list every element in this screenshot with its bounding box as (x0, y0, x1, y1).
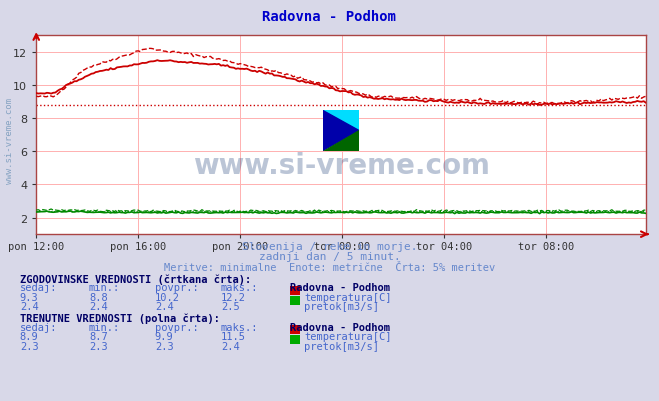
Text: 8.8: 8.8 (89, 292, 107, 302)
Text: 8.9: 8.9 (20, 331, 38, 341)
Polygon shape (323, 111, 359, 131)
Text: pretok[m3/s]: pretok[m3/s] (304, 341, 380, 351)
Text: Slovenija / reke in morje.: Slovenija / reke in morje. (242, 241, 417, 251)
Text: 10.2: 10.2 (155, 292, 180, 302)
Text: 9.9: 9.9 (155, 331, 173, 341)
Text: www.si-vreme.com: www.si-vreme.com (192, 151, 490, 179)
Text: zadnji dan / 5 minut.: zadnji dan / 5 minut. (258, 252, 401, 262)
Text: min.:: min.: (89, 322, 120, 332)
Text: 2.4: 2.4 (221, 341, 239, 351)
Polygon shape (323, 111, 359, 131)
Text: 8.7: 8.7 (89, 331, 107, 341)
Text: Radovna - Podhom: Radovna - Podhom (290, 283, 390, 293)
Text: Radovna - Podhom: Radovna - Podhom (290, 322, 390, 332)
Text: www.si-vreme.com: www.si-vreme.com (5, 97, 14, 183)
Text: Radovna - Podhom: Radovna - Podhom (262, 10, 397, 24)
Text: maks.:: maks.: (221, 322, 258, 332)
Text: 2.3: 2.3 (20, 341, 38, 351)
Text: pretok[m3/s]: pretok[m3/s] (304, 302, 380, 312)
Text: povpr.:: povpr.: (155, 322, 198, 332)
Polygon shape (323, 131, 359, 151)
Polygon shape (323, 111, 359, 151)
Text: povpr.:: povpr.: (155, 283, 198, 293)
Text: Meritve: minimalne  Enote: metrične  Črta: 5% meritev: Meritve: minimalne Enote: metrične Črta:… (164, 262, 495, 272)
Text: 2.3: 2.3 (155, 341, 173, 351)
Text: sedaj:: sedaj: (20, 322, 57, 332)
Text: temperatura[C]: temperatura[C] (304, 292, 392, 302)
Text: min.:: min.: (89, 283, 120, 293)
Text: 2.4: 2.4 (20, 302, 38, 312)
Text: 2.5: 2.5 (221, 302, 239, 312)
Text: ZGODOVINSKE VREDNOSTI (črtkana črta):: ZGODOVINSKE VREDNOSTI (črtkana črta): (20, 273, 251, 284)
Text: 2.3: 2.3 (89, 341, 107, 351)
Text: sedaj:: sedaj: (20, 283, 57, 293)
Text: 12.2: 12.2 (221, 292, 246, 302)
Text: 2.4: 2.4 (155, 302, 173, 312)
Text: 9.3: 9.3 (20, 292, 38, 302)
Text: 11.5: 11.5 (221, 331, 246, 341)
Text: maks.:: maks.: (221, 283, 258, 293)
Text: TRENUTNE VREDNOSTI (polna črta):: TRENUTNE VREDNOSTI (polna črta): (20, 313, 219, 323)
Text: temperatura[C]: temperatura[C] (304, 331, 392, 341)
Text: 2.4: 2.4 (89, 302, 107, 312)
